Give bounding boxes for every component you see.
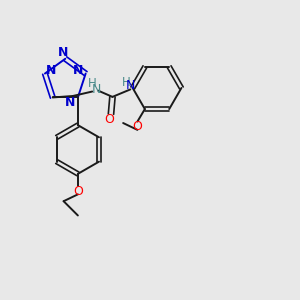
Text: N: N — [126, 80, 136, 92]
Text: N: N — [58, 46, 68, 59]
Text: H: H — [122, 76, 130, 88]
Text: O: O — [132, 120, 142, 134]
Text: N: N — [46, 64, 57, 77]
Text: N: N — [92, 83, 101, 96]
Text: O: O — [73, 184, 83, 198]
Text: O: O — [104, 113, 114, 126]
Text: N: N — [65, 96, 76, 109]
Text: H: H — [88, 77, 97, 90]
Text: N: N — [73, 64, 83, 77]
